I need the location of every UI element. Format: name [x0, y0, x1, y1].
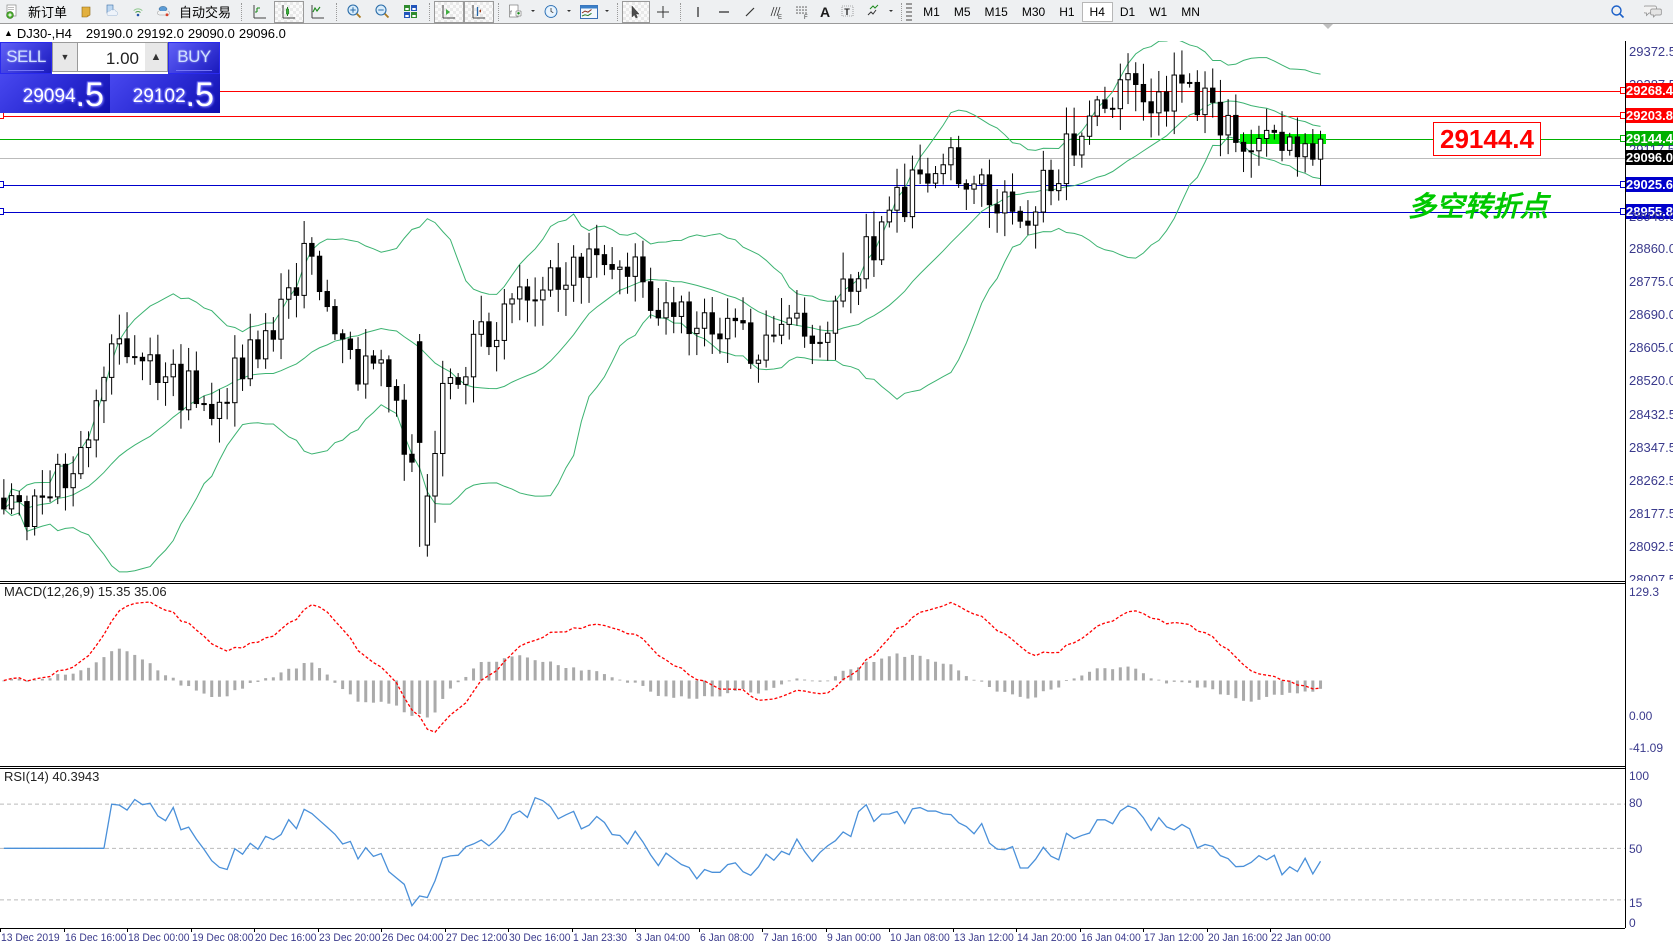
- svg-text:F: F: [804, 15, 808, 20]
- svg-text:T: T: [844, 7, 850, 17]
- svg-text:E: E: [778, 15, 782, 20]
